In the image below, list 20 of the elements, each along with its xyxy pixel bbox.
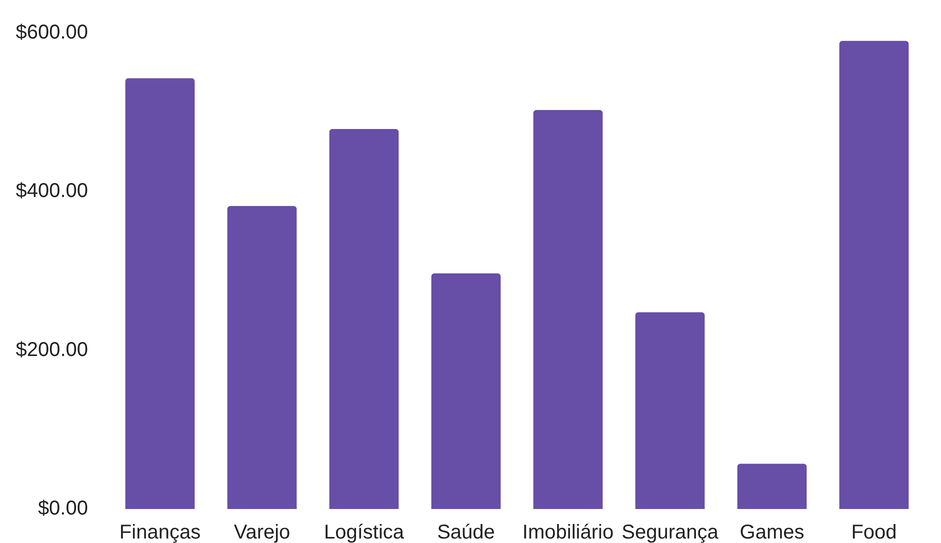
y-tick-label: $0.00: [38, 498, 88, 520]
x-tick-label: Logística: [324, 522, 405, 543]
y-tick-label: $200.00: [16, 338, 88, 361]
bar: [635, 312, 705, 509]
x-tick-label: Food: [851, 522, 897, 543]
y-tick-label: $400.00: [16, 180, 88, 202]
x-tick-label: Varejo: [234, 522, 290, 543]
bar: [533, 110, 603, 509]
x-tick-label: Segurança: [622, 522, 720, 543]
x-tick-label: Finanças: [119, 522, 201, 543]
bar: [329, 128, 399, 509]
bar: [227, 206, 297, 509]
bar: [839, 40, 909, 509]
bar: [737, 464, 807, 509]
bar: [431, 273, 501, 509]
x-tick-label: Saúde: [437, 522, 495, 543]
y-tick-label: $600.00: [16, 22, 88, 44]
x-tick-label: Games: [740, 522, 804, 543]
x-tick-label: Imobiliário: [522, 522, 614, 543]
bar: [125, 78, 195, 509]
